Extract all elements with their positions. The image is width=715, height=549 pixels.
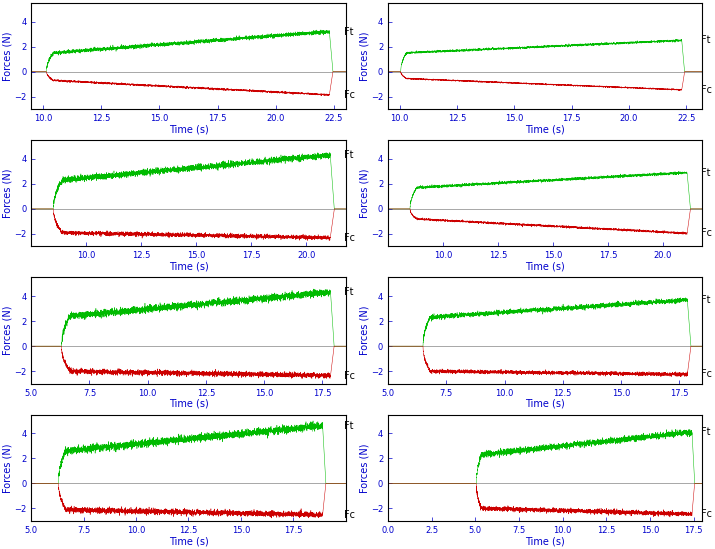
Y-axis label: Forces (N): Forces (N) [3,443,13,492]
Text: Fc: Fc [701,509,712,519]
Text: Fc: Fc [701,369,712,379]
Text: Fc: Fc [344,90,355,100]
Text: Ft: Ft [701,167,711,177]
Text: Fc: Fc [344,371,355,380]
Text: Fc: Fc [701,228,712,238]
Text: Ft: Ft [344,421,354,431]
Text: Ft: Ft [701,35,711,46]
Text: Ft: Ft [701,427,711,437]
Y-axis label: Forces (N): Forces (N) [360,31,370,81]
Y-axis label: Forces (N): Forces (N) [3,169,13,218]
X-axis label: Time (s): Time (s) [169,536,208,546]
Text: Fc: Fc [344,233,355,243]
X-axis label: Time (s): Time (s) [526,399,565,409]
X-axis label: Time (s): Time (s) [526,125,565,135]
Text: Ft: Ft [344,150,354,160]
Text: Fc: Fc [701,85,712,95]
X-axis label: Time (s): Time (s) [169,125,208,135]
Text: Ft: Ft [344,287,354,298]
Text: Ft: Ft [701,295,711,305]
Y-axis label: Forces (N): Forces (N) [3,31,13,81]
X-axis label: Time (s): Time (s) [526,536,565,546]
X-axis label: Time (s): Time (s) [169,262,208,272]
X-axis label: Time (s): Time (s) [526,262,565,272]
Text: Ft: Ft [344,26,354,37]
Y-axis label: Forces (N): Forces (N) [3,306,13,355]
X-axis label: Time (s): Time (s) [169,399,208,409]
Y-axis label: Forces (N): Forces (N) [360,306,370,355]
Y-axis label: Forces (N): Forces (N) [360,169,370,218]
Text: Fc: Fc [344,509,355,520]
Y-axis label: Forces (N): Forces (N) [360,443,370,492]
